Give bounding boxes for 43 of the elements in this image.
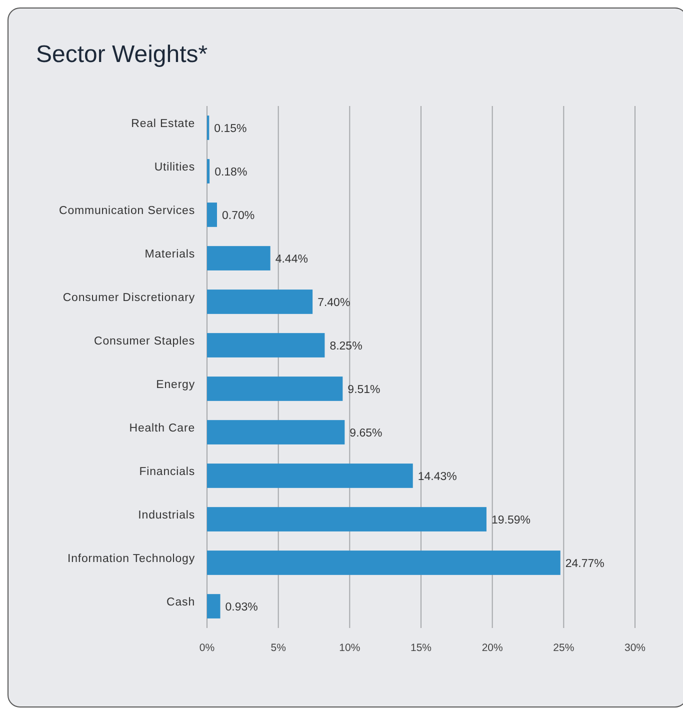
y-tick-label: Energy (156, 378, 195, 391)
y-tick-label: Cash (166, 596, 195, 608)
data-label: 7.40% (318, 296, 350, 309)
y-tick-label: Health Care (129, 422, 195, 434)
bar (207, 246, 270, 270)
data-label: 19.59% (491, 514, 530, 526)
data-label: 8.25% (330, 340, 362, 352)
y-tick-label: Materials (144, 248, 195, 260)
data-label: 0.93% (225, 601, 258, 614)
y-tick-label: Consumer Staples (94, 335, 195, 348)
x-tick-label: 15% (410, 642, 432, 654)
data-label: 0.15% (214, 122, 247, 135)
data-label: 9.65% (350, 427, 382, 440)
x-tick-label: 0% (199, 642, 215, 654)
chart-title: Sector Weights* (36, 41, 208, 68)
data-label: 9.51% (348, 384, 380, 396)
bar (207, 550, 560, 575)
bar (207, 290, 313, 314)
data-label: 24.77% (565, 558, 604, 570)
bar (207, 159, 210, 184)
y-tick-label: Real Estate (131, 118, 195, 130)
bar (207, 202, 217, 227)
x-tick-label: 20% (482, 642, 503, 654)
y-tick-label: Financials (139, 466, 195, 478)
y-tick-label: Utilities (154, 161, 195, 174)
bar (207, 420, 345, 444)
bar (207, 507, 486, 532)
x-tick-label: 10% (339, 642, 360, 654)
x-tick-label: 5% (270, 642, 286, 654)
x-tick-label: 25% (553, 642, 574, 654)
bar (207, 464, 413, 488)
y-tick-label: Consumer Discretionary (62, 292, 195, 304)
bar (207, 333, 325, 358)
y-tick-label: Industrials (138, 509, 195, 522)
data-label: 4.44% (275, 253, 308, 266)
data-label: 0.18% (214, 166, 248, 178)
y-tick-label: Information Technology (68, 552, 195, 565)
data-label: 14.43% (418, 470, 457, 483)
data-label: 0.70% (222, 210, 255, 222)
bar (207, 594, 220, 618)
x-tick-label: 30% (624, 642, 646, 654)
y-tick-label: Communication Services (59, 204, 195, 217)
bar (207, 376, 343, 401)
